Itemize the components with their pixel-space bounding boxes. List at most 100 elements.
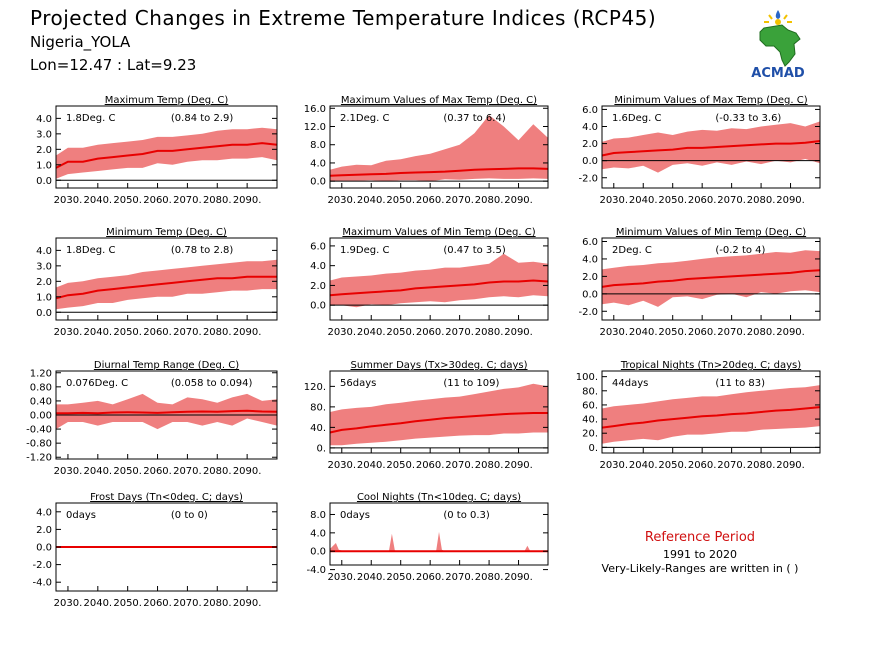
y-tick-label: 4.0 bbox=[36, 246, 52, 257]
y-tick-label: 80. bbox=[310, 402, 326, 413]
x-tick-label: 2040. bbox=[629, 195, 658, 206]
x-tick-label: 2030. bbox=[599, 460, 628, 471]
chart-panel-10: -4.0 -2.0 0.0 2.0 4.0 2030. 2040. 2050. 2060. 207… bbox=[32, 492, 278, 609]
y-tick-label: 3.0 bbox=[36, 261, 52, 272]
chart-title: Minimum Values of Max Temp (Deg. C) bbox=[614, 95, 807, 106]
x-tick-label: 2030. bbox=[54, 466, 83, 477]
x-tick-label: 2070. bbox=[717, 327, 746, 338]
x-tick-label: 2040. bbox=[357, 460, 386, 471]
y-tick-label: 8.0 bbox=[310, 510, 326, 521]
plot-frame bbox=[601, 105, 821, 189]
x-tick-label: 2090. bbox=[504, 195, 533, 206]
y-tick-label: 6.0 bbox=[582, 105, 598, 116]
range-band bbox=[330, 383, 548, 446]
y-tick-label: 1.20 bbox=[30, 368, 52, 379]
likely-range-label: (0.058 to 0.094) bbox=[171, 378, 253, 389]
x-tick-label: 2060. bbox=[416, 327, 445, 338]
x-tick-label: 2030. bbox=[327, 327, 356, 338]
x-tick-label: 2060. bbox=[416, 195, 445, 206]
x-tick-label: 2060. bbox=[688, 195, 717, 206]
y-tick-label: -2.0 bbox=[32, 560, 52, 571]
x-tick-label: 2060. bbox=[143, 195, 172, 206]
chart-title: Cool Nights (Tn<10deg. C; days) bbox=[357, 492, 521, 503]
range-band bbox=[330, 531, 548, 552]
chart-title: Maximum Values of Min Temp (Deg. C) bbox=[342, 227, 535, 238]
y-tick-label: 20. bbox=[582, 429, 598, 440]
median-line bbox=[329, 279, 549, 297]
y-tick-label: 1.0 bbox=[36, 160, 52, 171]
x-tick-label: 2040. bbox=[83, 327, 112, 338]
x-tick-label: 2030. bbox=[54, 598, 83, 609]
median-change-label: 1.8Deg. C bbox=[66, 113, 115, 124]
chart-panel-1: 0.0 1.0 2.0 3.0 4.0 2030. 2040. 2050. 2060. 2070.… bbox=[36, 95, 278, 206]
reference-period-years: 1991 to 2020 bbox=[662, 548, 738, 561]
median-change-label: 0days bbox=[66, 510, 96, 521]
y-tick-label: -4.0 bbox=[32, 578, 52, 589]
likely-range-label: (0 to 0) bbox=[171, 510, 208, 521]
median-change-label: 56days bbox=[340, 378, 376, 389]
chart-panel-4: 0.0 1.0 2.0 3.0 4.0 2030. 2040. 2050. 2060. 2070.… bbox=[36, 227, 278, 338]
x-tick-label: 2050. bbox=[658, 327, 687, 338]
y-tick-label: 2.0 bbox=[582, 272, 598, 283]
x-tick-label: 2090. bbox=[776, 327, 805, 338]
plot-frame bbox=[329, 237, 549, 321]
y-tick-label: 16.0 bbox=[304, 104, 326, 115]
y-tick-label: 4.0 bbox=[582, 122, 598, 133]
chart-panel-7: -1.20 -0.80 -0.40 0.00 0.40 0.80 1.20 2030. 2040… bbox=[26, 360, 278, 477]
x-tick-label: 2070. bbox=[445, 572, 474, 583]
x-tick-label: 2070. bbox=[445, 195, 474, 206]
y-tick-label: 2.0 bbox=[36, 525, 52, 536]
median-change-label: 1.9Deg. C bbox=[340, 245, 389, 256]
y-tick-label: -0.80 bbox=[26, 439, 52, 450]
plot-frame bbox=[601, 237, 821, 321]
y-tick-label: 0.0 bbox=[310, 301, 326, 312]
x-tick-label: 2040. bbox=[629, 460, 658, 471]
likely-range-label: (0.47 to 3.5) bbox=[443, 245, 505, 256]
median-line bbox=[55, 142, 278, 169]
station-name: Nigeria_YOLA bbox=[30, 33, 131, 51]
y-tick-label: 6.0 bbox=[310, 241, 326, 252]
plot-frame bbox=[55, 237, 278, 321]
chart-panel-2: 0.0 4.0 8.0 12.0 16.0 2030. 2040. 2050. 2060. 207… bbox=[304, 95, 549, 206]
range-band bbox=[330, 253, 548, 308]
x-tick-label: 2050. bbox=[658, 195, 687, 206]
chart-title: Minimum Temp (Deg. C) bbox=[106, 227, 227, 238]
chart-title: Maximum Temp (Deg. C) bbox=[105, 95, 229, 106]
x-tick-label: 2070. bbox=[173, 327, 202, 338]
water-drop-icon bbox=[775, 10, 781, 19]
median-change-label: 44days bbox=[612, 378, 648, 389]
median-change-label: 2Deg. C bbox=[612, 245, 652, 256]
y-tick-label: 0.0 bbox=[310, 547, 326, 558]
range-band bbox=[330, 115, 548, 182]
likely-range-label: (0.78 to 2.8) bbox=[171, 245, 233, 256]
x-tick-label: 2070. bbox=[445, 460, 474, 471]
x-tick-label: 2050. bbox=[386, 572, 415, 583]
x-tick-label: 2050. bbox=[386, 327, 415, 338]
y-tick-label: -0.40 bbox=[26, 425, 52, 436]
median-line bbox=[56, 409, 278, 415]
y-tick-label: -2.0 bbox=[578, 307, 598, 318]
x-tick-label: 2080. bbox=[203, 466, 232, 477]
x-tick-label: 2070. bbox=[717, 195, 746, 206]
likely-range-label: (-0.2 to 4) bbox=[715, 245, 765, 256]
x-tick-label: 2060. bbox=[416, 572, 445, 583]
x-tick-label: 2040. bbox=[83, 598, 112, 609]
x-tick-label: 2030. bbox=[54, 195, 83, 206]
y-tick-label: 0.00 bbox=[30, 411, 52, 422]
y-tick-label: 40. bbox=[310, 423, 326, 434]
x-tick-label: 2090. bbox=[233, 466, 262, 477]
x-tick-label: 2090. bbox=[776, 460, 805, 471]
x-tick-label: 2090. bbox=[233, 327, 262, 338]
y-tick-label: 2.0 bbox=[582, 139, 598, 150]
x-tick-label: 2040. bbox=[629, 327, 658, 338]
median-change-label: 1.8Deg. C bbox=[66, 245, 115, 256]
x-tick-label: 2050. bbox=[386, 460, 415, 471]
y-tick-label: -2.0 bbox=[578, 173, 598, 184]
x-tick-label: 2090. bbox=[504, 572, 533, 583]
x-tick-label: 2070. bbox=[445, 327, 474, 338]
y-tick-label: 2.0 bbox=[36, 277, 52, 288]
x-tick-label: 2050. bbox=[658, 460, 687, 471]
x-tick-label: 2070. bbox=[717, 460, 746, 471]
